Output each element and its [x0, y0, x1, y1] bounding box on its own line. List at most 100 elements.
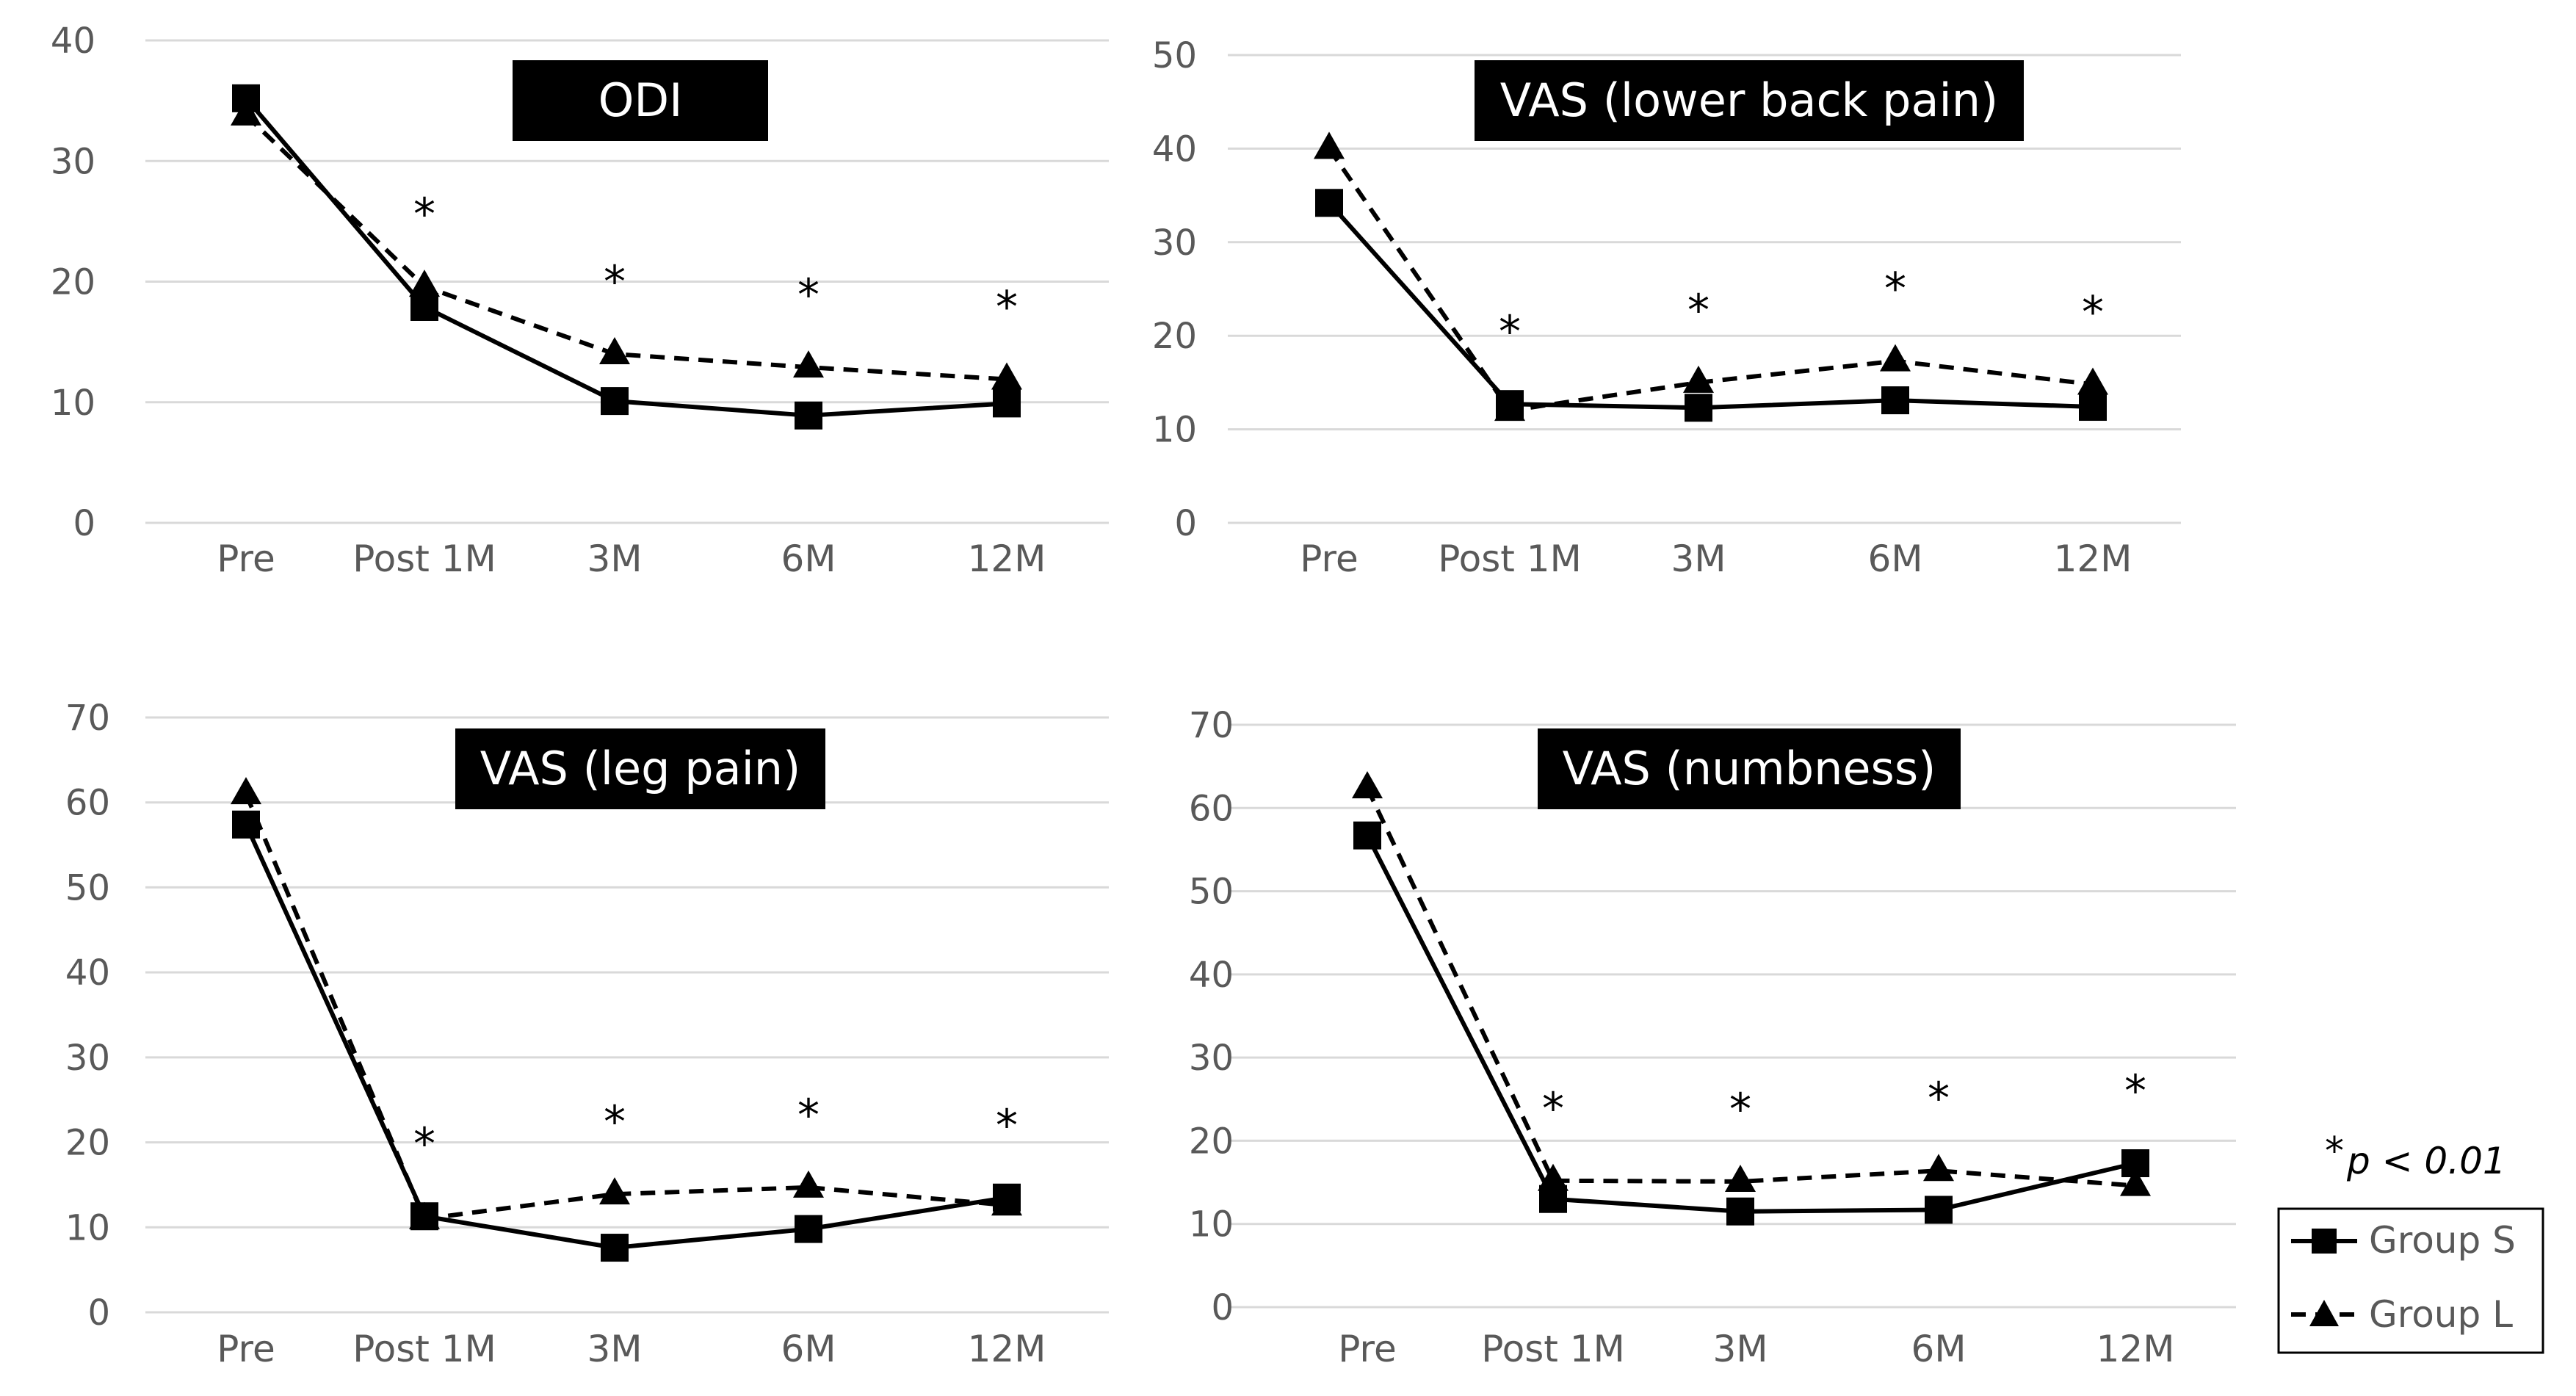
chart-vas-leg-pain-series-group-s: [232, 810, 1021, 1262]
chart-odi-series-group-l-point: [599, 337, 630, 365]
chart-vas-numbness-series-group-s-point: [1925, 1196, 1953, 1224]
chart-vas-leg-pain-xtick-label: 6M: [781, 1328, 836, 1370]
chart-vas-leg-pain-title: VAS (leg pain): [480, 742, 801, 795]
legend: Group S Group L: [2277, 1207, 2544, 1354]
chart-vas-lower-back-pain-title: VAS (lower back pain): [1500, 73, 1998, 127]
chart-odi-series-group-s-point: [410, 292, 438, 321]
chart-vas-numbness-significance-mark: *: [1928, 1073, 1950, 1124]
chart-vas-leg-pain-series-group-l-point: [793, 1170, 824, 1198]
chart-vas-numbness-series-group-s: [1353, 821, 2149, 1226]
chart-vas-leg-pain-xtick-label: 12M: [968, 1328, 1046, 1370]
chart-vas-numbness-ytick-label: 50: [1189, 872, 1234, 913]
chart-vas-leg-pain-ytick-label: 50: [65, 867, 110, 908]
chart-odi-ytick-label: 20: [51, 262, 95, 303]
chart-vas-leg-pain-xtick-label: Pre: [217, 1328, 275, 1370]
chart-vas-numbness-xtick-label: Post 1M: [1481, 1328, 1624, 1370]
chart-vas-numbness-xtick-label: Pre: [1338, 1328, 1397, 1370]
chart-vas-lower-back-pain-series-group-l-point: [2077, 367, 2108, 395]
chart-odi: 0 10 20 30 40 Pre Post 1M 3M 6M 12M * * * * ODI: [51, 21, 1109, 580]
footnote-symbol: *: [2325, 1129, 2344, 1173]
chart-vas-leg-pain-significance-mark: *: [604, 1096, 626, 1148]
chart-vas-numbness-series-group-l-point: [2120, 1168, 2151, 1196]
footnote-text: p < 0.01: [2346, 1140, 2506, 1182]
chart-vas-lower-back-pain-xtick-label: Pre: [1300, 538, 1358, 580]
chart-vas-lower-back-pain-xtick-label: 3M: [1671, 538, 1726, 580]
chart-vas-lower-back-pain-significance-mark: *: [2082, 286, 2104, 338]
chart-vas-lower-back-pain-ytick-label: 20: [1152, 316, 1197, 357]
chart-vas-numbness-series-group-l-line: [1365, 786, 2136, 1188]
chart-vas-leg-pain-ytick-label: 10: [65, 1207, 110, 1248]
chart-vas-numbness-ytick-label: 60: [1189, 788, 1234, 829]
chart-vas-numbness-title: VAS (numbness): [1563, 742, 1936, 795]
chart-odi-ytick-label: 30: [51, 141, 95, 182]
chart-vas-lower-back-pain-significance-mark: *: [1884, 264, 1906, 315]
legend-group-l-marker: [2309, 1300, 2339, 1326]
chart-vas-lower-back-pain-ytick-label: 50: [1152, 35, 1197, 76]
chart-vas-leg-pain: 0 10 20 30 40 50 60 70 Pre Post 1M 3M 6M 12M * * * * VAS …: [65, 698, 1109, 1370]
chart-vas-leg-pain-series-group-s-point: [993, 1183, 1021, 1212]
legend-group-l-label: Group L: [2369, 1293, 2513, 1336]
chart-odi-significance-mark: *: [604, 256, 626, 308]
chart-vas-lower-back-pain-ytick-label: 30: [1152, 223, 1197, 264]
chart-odi-significance-mark: *: [996, 282, 1018, 333]
chart-odi-series-group-s-line: [244, 96, 1007, 418]
chart-vas-leg-pain-ytick-label: 30: [65, 1038, 110, 1079]
chart-vas-leg-pain-title-box: [455, 728, 825, 809]
chart-vas-numbness-significance-mark: *: [2124, 1066, 2146, 1117]
legend-group-s-marker: [2312, 1229, 2337, 1254]
chart-vas-leg-pain-xtick-label: 3M: [587, 1328, 643, 1370]
chart-vas-lower-back-pain-xtick-label: Post 1M: [1438, 538, 1581, 580]
chart-odi-series-group-s-point: [993, 389, 1021, 418]
chart-odi-series-group-s: [232, 84, 1021, 430]
chart-vas-leg-pain-series-group-s-point: [232, 810, 260, 839]
chart-vas-numbness-series-group-l: [1352, 771, 2151, 1196]
chart-vas-leg-pain-ytick-label: 40: [65, 952, 110, 994]
chart-odi-title-box: [513, 60, 768, 141]
chart-vas-lower-back-pain-series-group-s: [1315, 189, 2107, 422]
chart-vas-lower-back-pain-series-group-s-line: [1327, 201, 2094, 411]
chart-odi-series-group-l-point: [793, 350, 824, 378]
chart-odi-series-group-l-point: [409, 270, 440, 297]
chart-vas-leg-pain-significance-mark: *: [413, 1118, 435, 1170]
chart-vas-numbness-series-group-s-point: [1539, 1185, 1567, 1213]
chart-vas-leg-pain-series-group-s-point: [601, 1234, 629, 1262]
chart-vas-numbness-series-group-s-point: [2121, 1149, 2149, 1178]
chart-vas-numbness-ytick-label: 0: [1211, 1287, 1234, 1328]
chart-vas-lower-back-pain-significance-mark: *: [1499, 306, 1521, 358]
chart-vas-lower-back-pain-xtick-label: 6M: [1868, 538, 1923, 580]
chart-vas-lower-back-pain-series-group-l: [1314, 131, 2108, 422]
chart-vas-leg-pain-ytick-label: 20: [65, 1123, 110, 1164]
chart-vas-leg-pain-series-group-l: [231, 777, 1022, 1229]
chart-vas-lower-back-pain: 0 10 20 30 40 50 Pre Post 1M 3M 6M 12M * * * * VAS (low…: [1152, 35, 2181, 580]
chart-odi-series-group-l-point: [991, 362, 1022, 390]
chart-vas-numbness-title-box: [1538, 728, 1961, 809]
chart-odi-ytick-label: 0: [73, 503, 95, 544]
chart-vas-lower-back-pain-series-group-s-point: [1496, 390, 1524, 419]
chart-vas-leg-pain-significance-mark: *: [996, 1100, 1018, 1151]
chart-vas-numbness-xtick-label: 12M: [2096, 1328, 2175, 1370]
chart-vas-lower-back-pain-series-group-l-line: [1327, 147, 2094, 413]
chart-vas-leg-pain-series-group-s-point: [795, 1215, 822, 1243]
chart-vas-numbness-series-group-l-point: [1352, 771, 1383, 799]
chart-vas-lower-back-pain-series-group-l-point: [1683, 365, 1714, 393]
chart-vas-lower-back-pain-series-group-s-point: [2079, 393, 2107, 422]
chart-vas-numbness-xtick-label: 6M: [1911, 1328, 1967, 1370]
chart-odi-series-group-s-point: [601, 387, 629, 416]
chart-odi-ytick-label: 40: [51, 21, 95, 62]
chart-odi-xtick-label: 6M: [781, 538, 836, 580]
chart-vas-lower-back-pain-series-group-s-point: [1685, 394, 1712, 422]
chart-vas-numbness-ytick-label: 70: [1189, 705, 1234, 746]
chart-vas-leg-pain-series-group-l-line: [244, 792, 1007, 1221]
chart-odi-series-group-s-point: [232, 84, 260, 112]
chart-vas-numbness-ytick-label: 20: [1189, 1121, 1234, 1162]
chart-odi-xtick-label: Pre: [217, 538, 275, 580]
chart-vas-lower-back-pain-ytick-label: 40: [1152, 129, 1197, 170]
chart-vas-numbness-significance-mark: *: [1729, 1084, 1751, 1135]
chart-vas-numbness-series-group-s-point: [1353, 821, 1381, 850]
chart-odi-xtick-label: 3M: [587, 538, 643, 580]
chart-vas-lower-back-pain-xtick-label: 12M: [2054, 538, 2132, 580]
chart-vas-leg-pain-significance-mark: *: [797, 1090, 820, 1141]
chart-vas-leg-pain-series-group-l-point: [231, 777, 261, 805]
chart-vas-lower-back-pain-series-group-l-point: [1880, 344, 1911, 372]
